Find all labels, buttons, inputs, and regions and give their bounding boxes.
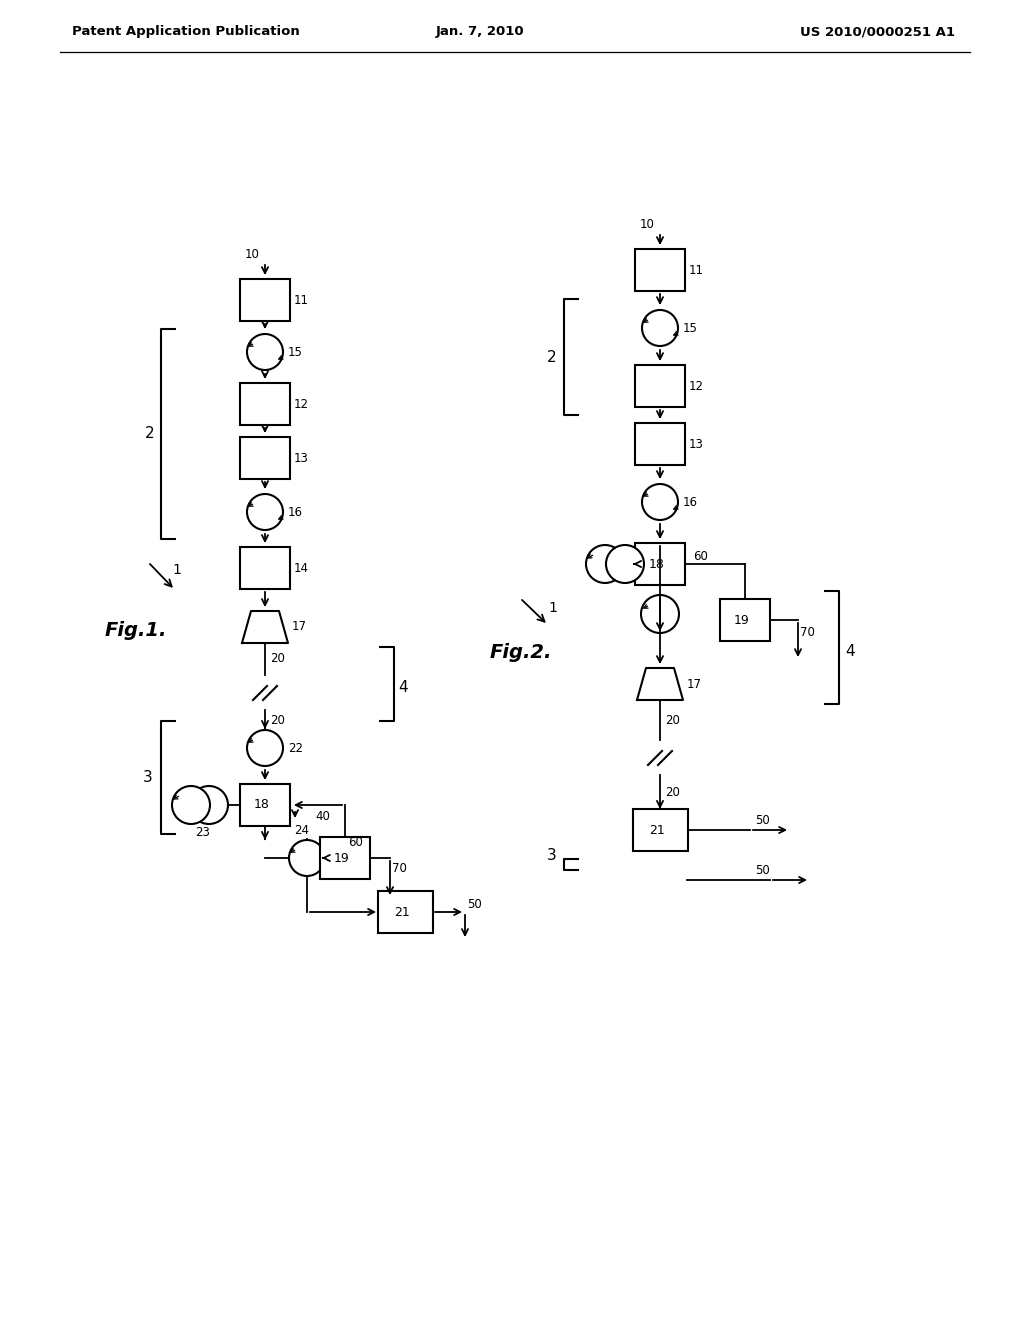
Text: 3: 3 [547, 847, 557, 862]
Circle shape [190, 785, 228, 824]
Text: Fig.2.: Fig.2. [490, 643, 552, 661]
Text: 12: 12 [294, 397, 309, 411]
Text: 13: 13 [689, 437, 703, 450]
Text: 18: 18 [649, 557, 665, 570]
Text: 50: 50 [467, 899, 481, 912]
Text: 12: 12 [689, 380, 705, 392]
Circle shape [247, 334, 283, 370]
Bar [635, 543, 685, 585]
Text: 10: 10 [640, 219, 655, 231]
Text: 19: 19 [334, 851, 350, 865]
Polygon shape [637, 668, 683, 700]
Text: 16: 16 [288, 506, 303, 519]
Text: 70: 70 [392, 862, 407, 874]
Text: 15: 15 [288, 346, 303, 359]
Text: 60: 60 [348, 836, 362, 849]
Text: US 2010/0000251 A1: US 2010/0000251 A1 [800, 25, 955, 38]
Text: 19: 19 [734, 614, 750, 627]
Text: 17: 17 [292, 620, 307, 634]
Circle shape [606, 545, 644, 583]
Text: 20: 20 [665, 785, 680, 799]
Text: 50: 50 [755, 814, 770, 828]
Bar [240, 383, 290, 425]
Bar [319, 837, 370, 879]
Text: 17: 17 [687, 677, 702, 690]
Circle shape [247, 494, 283, 531]
Text: 20: 20 [665, 714, 680, 726]
Bar [378, 891, 432, 933]
Text: 4: 4 [398, 681, 408, 696]
Text: 1: 1 [172, 564, 181, 577]
Text: 14: 14 [294, 561, 309, 574]
Text: 16: 16 [683, 495, 698, 508]
Text: 11: 11 [294, 293, 309, 306]
Text: 3: 3 [143, 770, 153, 784]
Circle shape [172, 785, 210, 824]
Text: 50: 50 [755, 865, 770, 878]
Text: Fig.1.: Fig.1. [105, 620, 167, 639]
Bar [240, 437, 290, 479]
Text: 40: 40 [315, 810, 330, 824]
Bar [720, 599, 770, 642]
Text: 24: 24 [295, 825, 309, 837]
Circle shape [641, 595, 679, 634]
Bar [240, 546, 290, 589]
Text: Jan. 7, 2010: Jan. 7, 2010 [435, 25, 524, 38]
Polygon shape [242, 611, 288, 643]
Circle shape [642, 484, 678, 520]
Text: 4: 4 [845, 644, 855, 660]
Text: 2: 2 [145, 426, 155, 441]
Circle shape [247, 730, 283, 766]
Bar [240, 279, 290, 321]
Text: 11: 11 [689, 264, 705, 276]
Bar [635, 422, 685, 465]
Bar [240, 784, 290, 826]
Text: 21: 21 [394, 906, 410, 919]
Text: 10: 10 [245, 248, 260, 261]
Text: 15: 15 [683, 322, 698, 334]
Text: 20: 20 [270, 652, 285, 665]
Circle shape [642, 310, 678, 346]
Text: 23: 23 [196, 825, 211, 838]
Bar [635, 249, 685, 290]
Text: 70: 70 [800, 626, 815, 639]
Text: 2: 2 [547, 350, 557, 364]
Circle shape [289, 840, 325, 876]
Text: 18: 18 [254, 799, 270, 812]
Bar [633, 809, 687, 851]
Text: 21: 21 [649, 824, 665, 837]
Text: 20: 20 [270, 714, 285, 726]
Text: 1: 1 [548, 601, 557, 615]
Circle shape [586, 545, 624, 583]
Text: Patent Application Publication: Patent Application Publication [72, 25, 300, 38]
Text: 60: 60 [693, 550, 708, 564]
Text: 22: 22 [288, 742, 303, 755]
Text: 13: 13 [294, 451, 309, 465]
Bar [635, 366, 685, 407]
